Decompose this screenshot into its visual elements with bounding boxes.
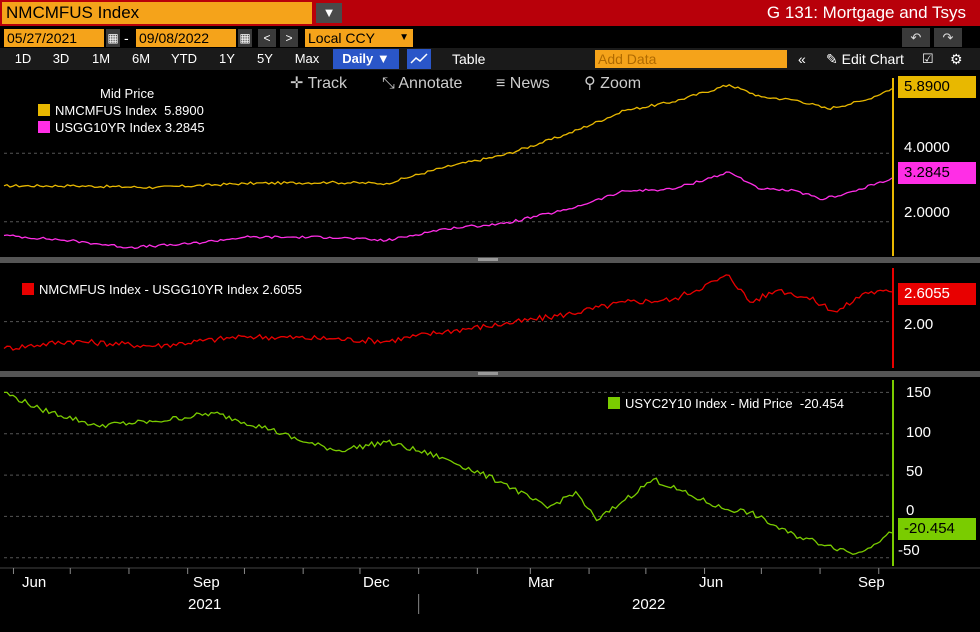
period-max[interactable]: Max <box>294 51 320 66</box>
track-tool[interactable]: ✛ Track <box>290 75 347 92</box>
gear-icon[interactable]: ⚙ <box>950 51 963 67</box>
y-tick-label: 0 <box>906 502 915 519</box>
ticker-input[interactable]: NMCMFUS Index <box>2 2 312 24</box>
annotate-tool[interactable]: ⤡ Annotate <box>382 75 463 92</box>
add-data-input[interactable]: Add Data <box>595 50 787 68</box>
window-title: G 131: Mortgage and Tsys <box>766 3 966 22</box>
x-year-label: 2022 <box>632 596 666 613</box>
x-tick-label: Sep <box>193 574 220 591</box>
frequency-select[interactable]: Daily ▼ <box>333 49 399 69</box>
resize-handle-icon <box>478 372 498 375</box>
crosshair-icon: ✛ <box>290 75 304 92</box>
period-6m[interactable]: 6M <box>131 51 151 66</box>
line-chart-icon[interactable] <box>407 49 431 69</box>
calendar-icon[interactable]: ▦ <box>106 29 120 47</box>
table-button[interactable]: Table <box>452 51 486 67</box>
last-value-tag-nmcmfus: 5.8900 <box>898 76 976 98</box>
period-ytd[interactable]: YTD <box>171 51 197 66</box>
search-icon: ⚲ <box>584 75 596 92</box>
dropdown-icon: ▼ <box>376 51 390 66</box>
series-line <box>3 171 893 250</box>
y-tick-label: 150 <box>906 384 932 401</box>
date-separator: - <box>124 30 129 46</box>
legend-swatch <box>38 121 50 133</box>
start-date-field[interactable]: 05/27/2021 <box>4 29 104 47</box>
undo-icon[interactable]: ↶ <box>902 28 930 47</box>
resize-handle-icon <box>478 258 498 261</box>
y-tick-label: 2.00 <box>904 316 934 333</box>
legend-top: Mid Price NMCMFUS Index 5.8900 USGG10YR … <box>34 84 213 139</box>
currency-select[interactable]: Local CCY ▼ <box>305 29 413 47</box>
x-year-label: 2021 <box>188 596 222 613</box>
last-value-tag-usyc2y10: -20.454 <box>898 518 976 540</box>
x-tick-label: Jun <box>699 574 724 591</box>
period-5y[interactable]: 5Y <box>257 51 273 66</box>
dropdown-icon: ▼ <box>399 32 409 43</box>
series-line <box>3 274 893 351</box>
panel-separators <box>0 78 980 566</box>
news-icon: ≡ <box>496 75 506 92</box>
legend-item[interactable]: NMCMFUS Index 5.8900 <box>38 102 205 119</box>
legend-mid[interactable]: NMCMFUS Index - USGG10YR Index 2.6055 <box>16 280 309 299</box>
prev-arrow-icon[interactable]: < <box>258 29 276 47</box>
redo-icon[interactable]: ↷ <box>934 28 962 47</box>
x-tick-label: Mar <box>528 574 554 591</box>
ticker-menu-button[interactable]: ▼ <box>316 3 342 23</box>
x-axis <box>0 567 980 614</box>
x-tick-label: Dec <box>363 574 390 591</box>
legend-swatch <box>22 283 34 295</box>
legend-item[interactable]: USGG10YR Index 3.2845 <box>38 119 205 136</box>
legend-bottom[interactable]: USYC2Y10 Index - Mid Price -20.454 <box>602 394 850 413</box>
y-tick-label: 50 <box>906 463 923 480</box>
legend-swatch <box>608 397 620 409</box>
legend-swatch <box>38 104 50 116</box>
last-value-tag-spread: 2.6055 <box>898 283 976 305</box>
pencil-icon: ✎ <box>826 51 838 67</box>
period-1d[interactable]: 1D <box>14 51 32 66</box>
news-tool[interactable]: ≡ News <box>496 75 550 92</box>
period-1m[interactable]: 1M <box>91 51 111 66</box>
series-line <box>3 84 893 190</box>
y-tick-label: 4.0000 <box>904 139 950 156</box>
edit-chart-button[interactable]: ✎ Edit Chart <box>826 51 904 67</box>
series-line <box>4 391 893 555</box>
menu-icon: ▼ <box>322 5 336 20</box>
end-date-field[interactable]: 09/08/2022 <box>136 29 236 47</box>
y-tick-label: 100 <box>906 424 932 441</box>
annotate-icon: ⤡ <box>382 75 395 92</box>
calendar-icon[interactable]: ▦ <box>238 29 252 47</box>
y-tick-label: 2.0000 <box>904 204 950 221</box>
pencil-check-icon[interactable]: ☑ <box>922 51 934 66</box>
period-1y[interactable]: 1Y <box>219 51 235 66</box>
collapse-icon[interactable]: « <box>798 51 806 67</box>
x-tick-label: Sep <box>858 574 885 591</box>
last-value-tag-usgg10yr: 3.2845 <box>898 162 976 184</box>
legend-title: Mid Price <box>100 86 155 101</box>
next-arrow-icon[interactable]: > <box>280 29 298 47</box>
chart-area <box>0 78 980 614</box>
period-3d[interactable]: 3D <box>52 51 70 66</box>
zoom-tool[interactable]: ⚲ Zoom <box>584 75 642 92</box>
grid-lines <box>4 152 892 559</box>
x-tick-label: Jun <box>22 574 47 591</box>
y-tick-label: -50 <box>898 542 920 559</box>
series-lines <box>3 84 893 555</box>
